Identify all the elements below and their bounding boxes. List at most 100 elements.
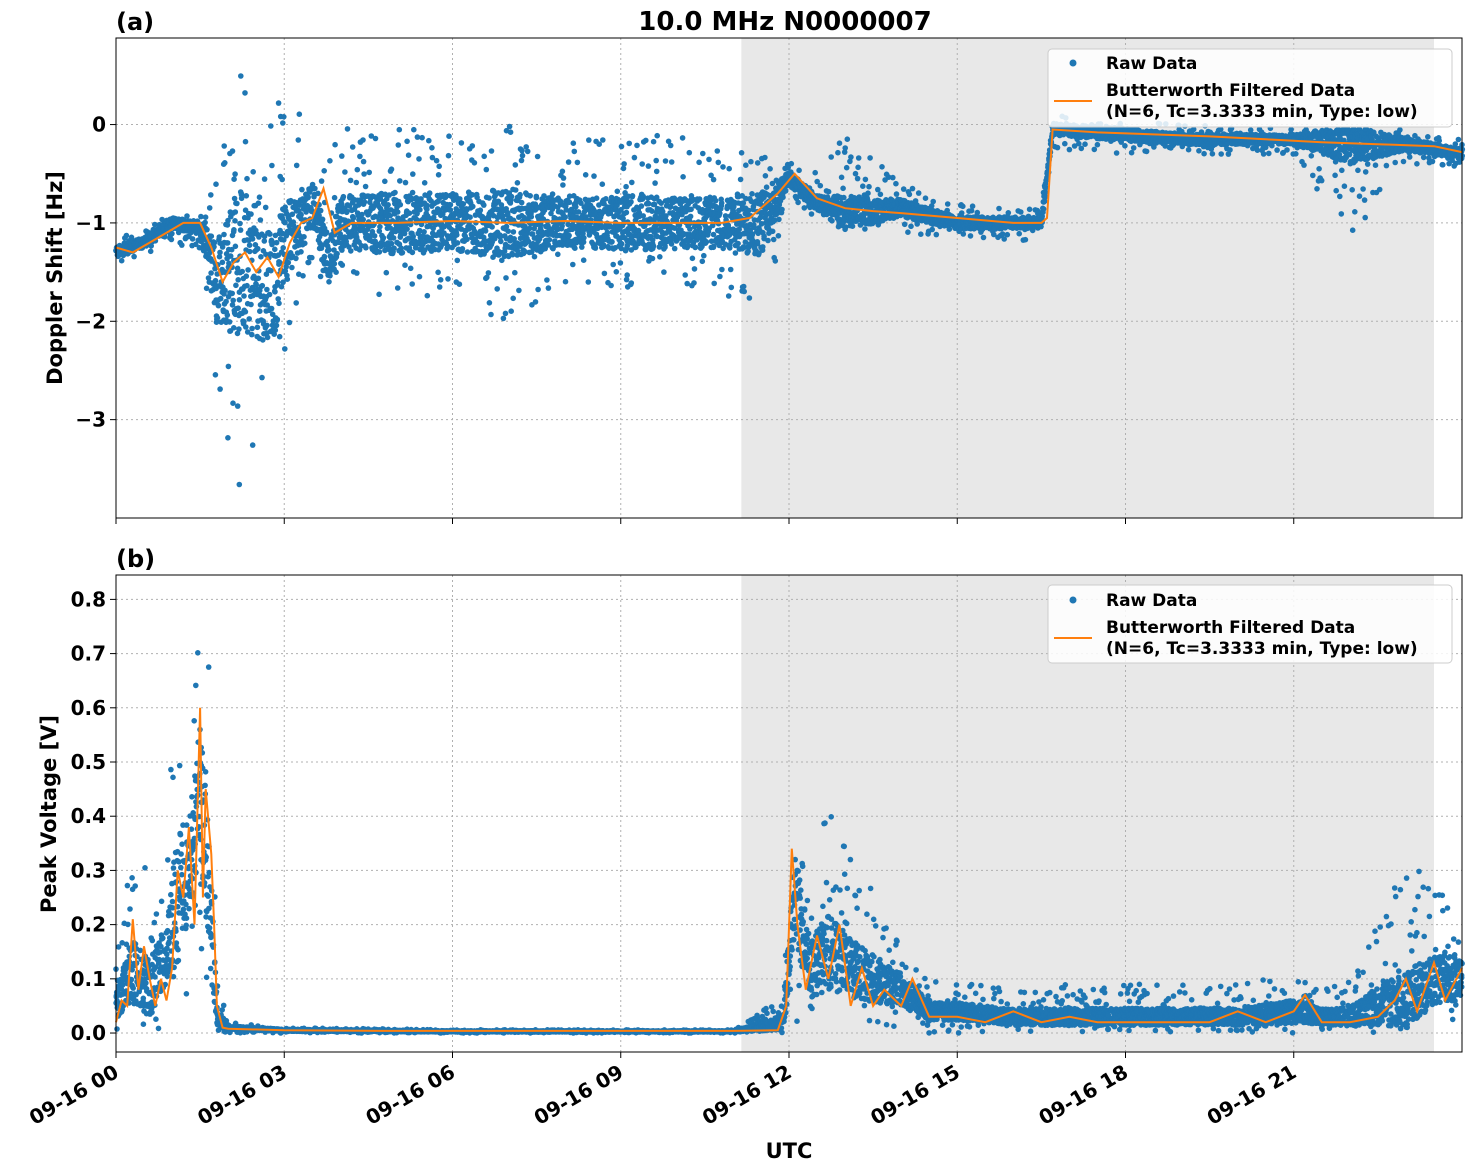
raw-point [255,275,262,282]
raw-point [662,244,668,250]
raw-point [326,279,332,285]
raw-point [906,191,913,198]
raw-point [601,270,608,277]
raw-point [555,251,561,258]
raw-point [671,245,678,252]
raw-point [725,293,732,299]
raw-point [546,237,553,243]
raw-point [397,178,403,184]
raw-point [488,311,494,318]
raw-point [238,73,244,79]
raw-point [217,249,223,256]
raw-point [392,189,398,196]
raw-point [711,280,717,287]
raw-point [549,191,556,197]
raw-point [228,246,235,253]
raw-point [1143,148,1150,155]
raw-point [276,300,282,307]
raw-point [168,236,175,243]
raw-point [654,132,660,139]
raw-point [237,220,243,227]
raw-point [769,228,776,235]
raw-point [535,286,541,293]
raw-point [618,241,625,247]
raw-point [610,261,616,268]
raw-point [371,233,378,239]
raw-point [482,228,489,234]
raw-point [486,195,492,201]
raw-point [279,176,286,183]
raw-point [467,214,473,220]
raw-point [668,159,675,165]
raw-point [342,169,348,175]
raw-point [249,236,256,242]
raw-point [331,194,338,201]
raw-point [296,271,302,278]
raw-point [280,279,286,286]
raw-point [275,296,282,302]
raw-point [748,158,754,165]
raw-point [226,319,233,325]
raw-point [118,257,125,264]
raw-point [593,195,600,201]
raw-point [996,205,1002,212]
raw-point [414,134,421,140]
raw-point [1004,231,1011,238]
raw-point [290,222,297,229]
raw-point [743,162,749,168]
raw-point [477,207,484,213]
raw-point [843,164,850,171]
raw-point [454,232,460,238]
raw-point [215,302,222,309]
raw-point [788,160,795,167]
raw-point [361,199,368,205]
raw-point [326,247,332,253]
raw-point [229,302,236,308]
raw-point [397,201,404,208]
raw-point [849,223,856,229]
raw-point [835,149,841,156]
raw-point [244,282,250,289]
raw-point [382,178,388,185]
raw-point [562,214,568,220]
raw-point [679,135,686,141]
raw-point [519,152,526,159]
raw-point [653,157,659,164]
raw-point [372,135,379,142]
raw-point [258,253,264,260]
raw-point [604,229,611,236]
raw-point [394,285,401,291]
raw-point [504,209,511,216]
raw-point [282,346,288,352]
raw-point [680,174,686,180]
raw-point [293,162,300,169]
raw-point [301,234,307,240]
raw-point [560,182,566,188]
raw-point [208,233,215,239]
raw-point [435,269,441,276]
raw-point [264,322,270,329]
raw-point [268,305,275,312]
raw-point [426,137,432,144]
raw-point [1066,146,1073,153]
raw-point [244,329,251,335]
raw-point [272,327,279,334]
raw-point [250,169,256,175]
raw-point [280,245,287,251]
raw-point [617,260,624,266]
raw-point [893,180,899,187]
raw-point [565,159,572,165]
raw-point [1026,206,1033,213]
raw-point [227,253,234,259]
raw-point [566,199,573,206]
raw-point [212,372,219,378]
raw-point [409,249,416,256]
raw-point [246,248,253,255]
raw-point [1201,150,1207,157]
raw-point [508,308,514,315]
raw-point [286,319,293,326]
raw-point [865,190,871,196]
raw-point [285,259,292,266]
raw-point [582,172,589,178]
raw-point [692,244,699,251]
